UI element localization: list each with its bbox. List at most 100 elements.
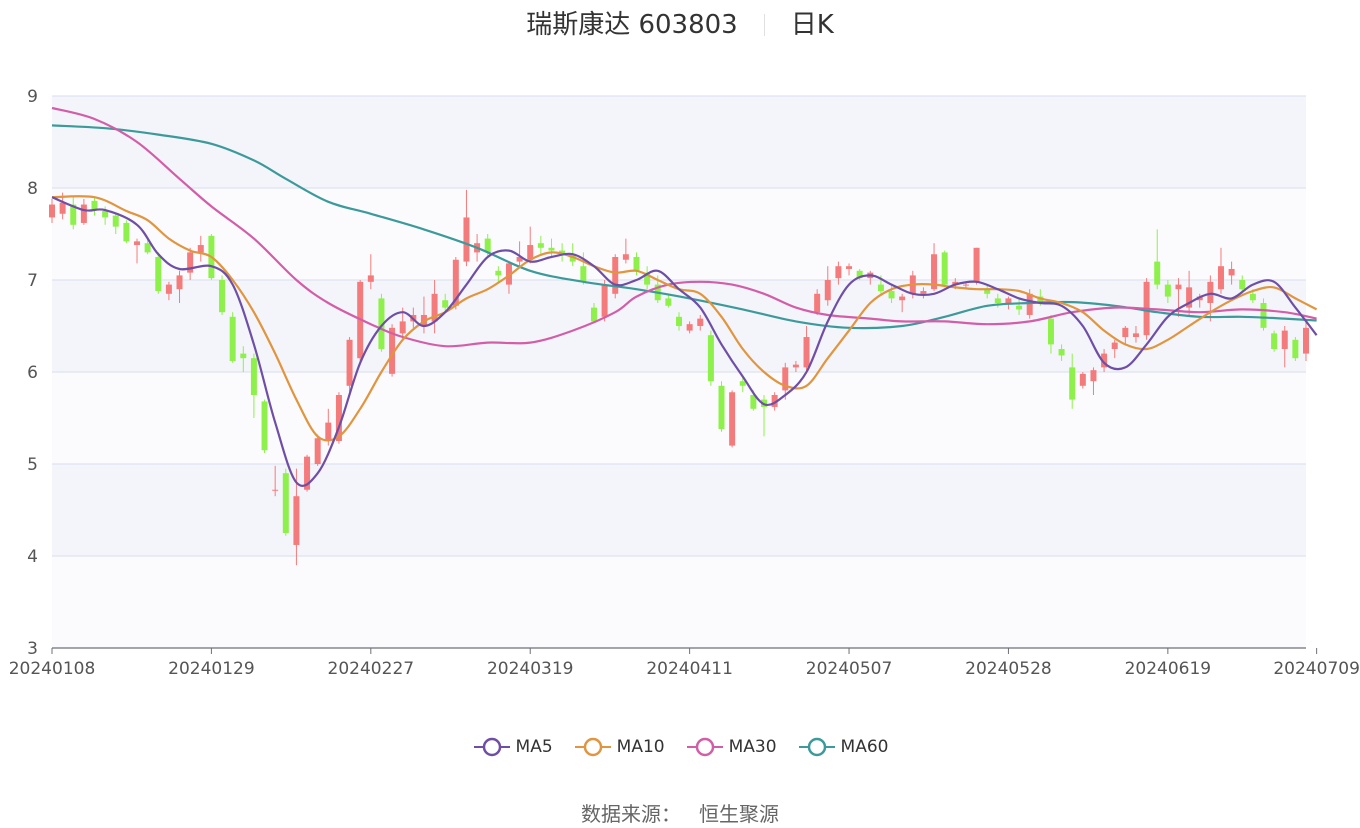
candle-body [846, 266, 853, 269]
candle-body [1175, 284, 1182, 290]
plot-band [52, 372, 1306, 464]
candle-body [750, 395, 757, 409]
candle-body [973, 247, 980, 282]
candle-body [261, 401, 268, 451]
candle-body [633, 257, 640, 271]
plot-band [52, 464, 1306, 556]
plot-band [52, 96, 1306, 188]
candle-down [590, 303, 597, 322]
candle-body [80, 204, 87, 223]
candle-up [803, 326, 810, 372]
candle-body [899, 296, 906, 301]
candle-body [155, 257, 162, 292]
candle-up [1079, 372, 1086, 389]
candle-body [49, 204, 55, 218]
candle-up [1101, 349, 1108, 372]
candle-up [835, 261, 842, 285]
candle-down [537, 235, 544, 255]
legend-marker-circle [695, 737, 714, 757]
candle-body [367, 275, 374, 282]
legend-marker [686, 737, 723, 757]
candle-body [70, 204, 77, 225]
candle-down [1271, 330, 1278, 352]
plot-band [52, 188, 1306, 280]
legend-label: MA30 [728, 737, 777, 757]
candle-body [984, 289, 991, 294]
candle-body [941, 252, 948, 285]
y-axis: 3 4 5 6 7 8 9 [27, 87, 38, 659]
ma-lines [51, 106, 1318, 487]
candle-body [123, 222, 130, 242]
candle-up [49, 199, 55, 223]
chart-title-period: 日K [790, 10, 834, 40]
candle-body [1016, 305, 1023, 310]
candle-down [123, 220, 130, 244]
data-source-label: 数据来源： [581, 802, 681, 826]
candle-up [771, 392, 778, 411]
candle-down [718, 381, 725, 432]
legend-marker [473, 737, 510, 757]
data-source: 数据来源： 恒生聚源 [0, 798, 1360, 827]
candle-body [877, 284, 884, 292]
candle-up [134, 238, 141, 264]
candle-body [771, 395, 778, 407]
legend-item-ma60[interactable]: MA60 [797, 734, 888, 760]
candle-body [102, 211, 109, 218]
candle-up [431, 280, 438, 334]
candle-body [399, 321, 406, 334]
candle-body [1249, 293, 1256, 301]
candle-up [729, 390, 736, 448]
y-tick-label: 6 [27, 363, 38, 383]
ma30-line [51, 106, 1317, 348]
candle-down [240, 346, 247, 372]
x-tick-label: 20240411 [646, 659, 733, 679]
candle-down [1154, 229, 1161, 290]
candle-down [984, 284, 991, 299]
candle-up [314, 434, 321, 466]
candle-body [931, 254, 938, 290]
candle-down [91, 197, 98, 216]
candle-body [304, 456, 311, 490]
candle-body [1069, 367, 1076, 400]
legend-item-ma10[interactable]: MA10 [573, 734, 665, 760]
candle-down [1069, 353, 1076, 409]
candle-up [516, 241, 523, 267]
candle-body [134, 241, 141, 246]
candle-body [495, 270, 502, 276]
legend-item-ma30[interactable]: MA30 [685, 734, 777, 760]
candle-body [1154, 261, 1161, 285]
y-tick-label: 4 [27, 547, 38, 567]
candle-body [1122, 327, 1129, 338]
chart-title: 瑞斯康达 603803 日K [0, 8, 1360, 42]
candle-body [962, 284, 969, 286]
candle-body [1271, 333, 1278, 349]
candle-body [707, 335, 714, 382]
candle-down [282, 468, 289, 536]
data-source-name: 恒生聚源 [699, 802, 779, 826]
candle-body [1058, 349, 1065, 356]
candle-body [505, 263, 512, 285]
candle-body [803, 337, 810, 368]
candle-up [622, 238, 629, 264]
candle-down [665, 293, 672, 308]
x-tick-label: 20240528 [965, 659, 1052, 679]
candle-body [112, 215, 119, 227]
candle-body [91, 200, 98, 211]
candle-down [261, 399, 268, 453]
candle-body [1047, 318, 1054, 345]
candle-down [580, 252, 587, 285]
candle-up [1217, 247, 1224, 294]
candle-body [1037, 296, 1044, 303]
candle-up [792, 360, 799, 372]
candle-body [1079, 373, 1086, 386]
ma5-line [51, 196, 1318, 487]
x-tick-label: 20240227 [328, 659, 415, 679]
candle-body [229, 316, 236, 361]
candle-up [1090, 367, 1097, 395]
candle-down [676, 312, 682, 331]
candle-body [856, 270, 863, 279]
candle-down [1016, 298, 1023, 315]
legend-item-ma5[interactable]: MA5 [472, 734, 553, 760]
legend-marker [798, 737, 835, 757]
candle-body [1111, 342, 1118, 349]
